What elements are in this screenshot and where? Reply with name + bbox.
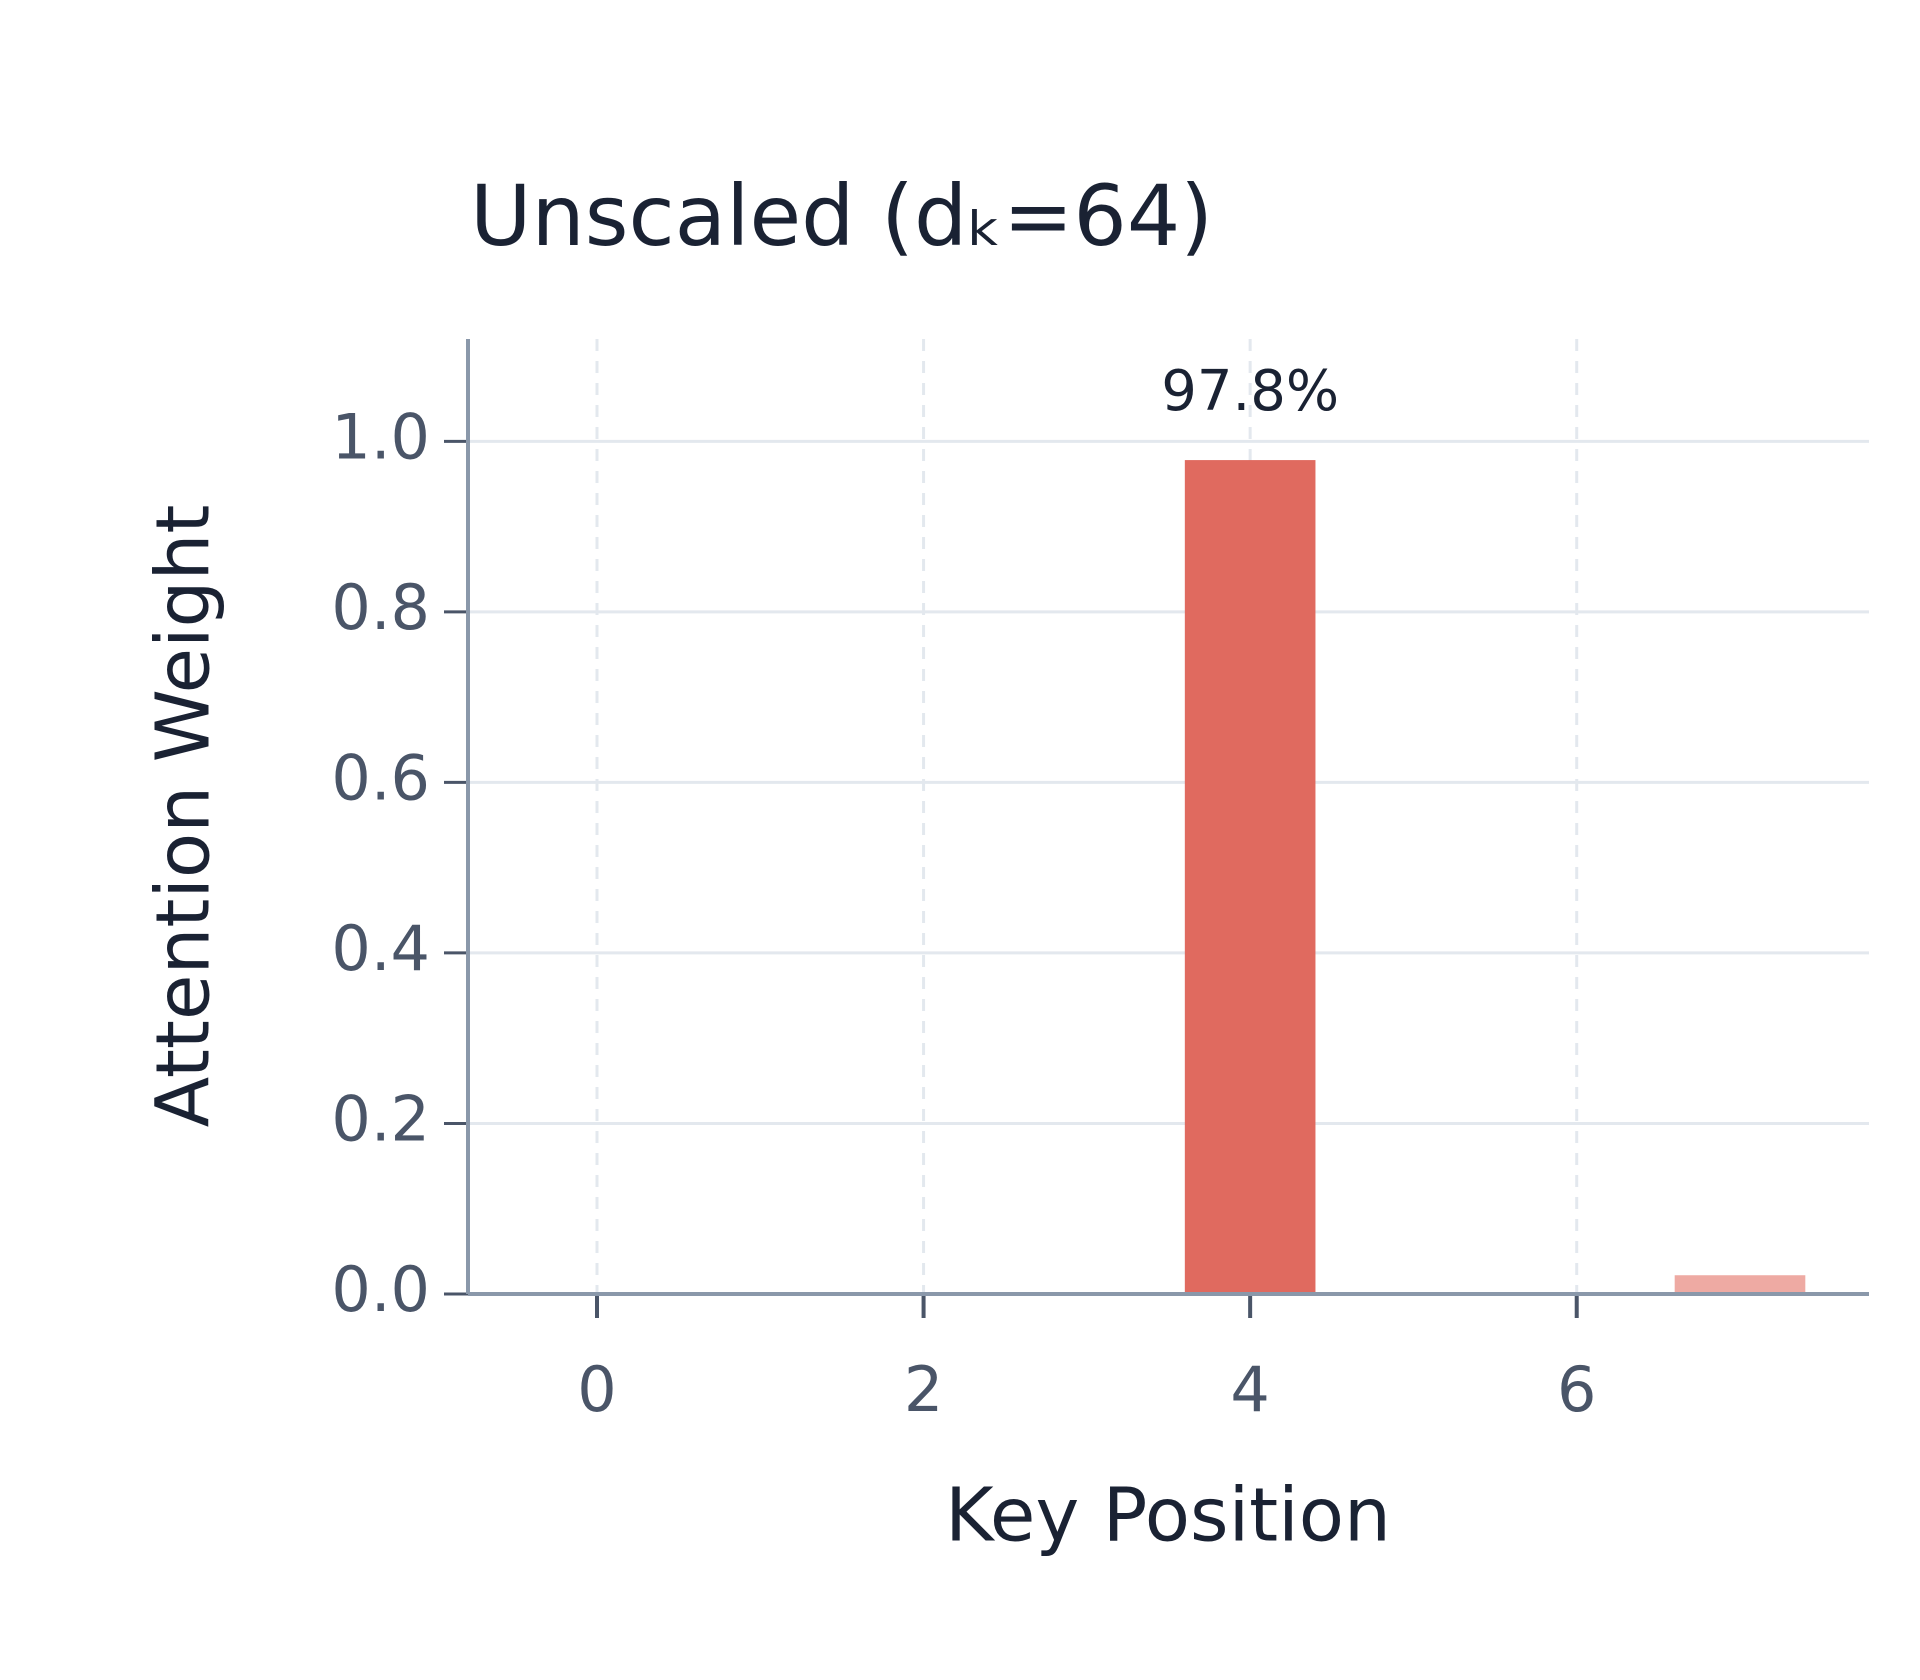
y-tick-label: 0.0 [331,1253,430,1326]
x-tick-label: 4 [1230,1353,1269,1426]
y-tick-label: 0.4 [331,912,430,985]
y-tick-label: 0.6 [331,741,430,814]
y-tick-label: 0.2 [331,1083,430,1156]
x-tick-label: 2 [904,1353,943,1426]
bar [1674,1275,1806,1294]
x-axis-label: Key Position [945,1473,1391,1559]
chart-title: Unscaled (dₖ=64) [470,167,1213,265]
y-tick-label: 0.8 [331,571,430,644]
x-tick-label: 0 [577,1353,616,1426]
y-axis-label: Attention Weight [141,505,227,1128]
x-tick-label: 6 [1557,1353,1596,1426]
value-label: 97.8% [1161,359,1339,424]
y-tick-label: 1.0 [331,400,430,473]
bar [1184,460,1316,1295]
